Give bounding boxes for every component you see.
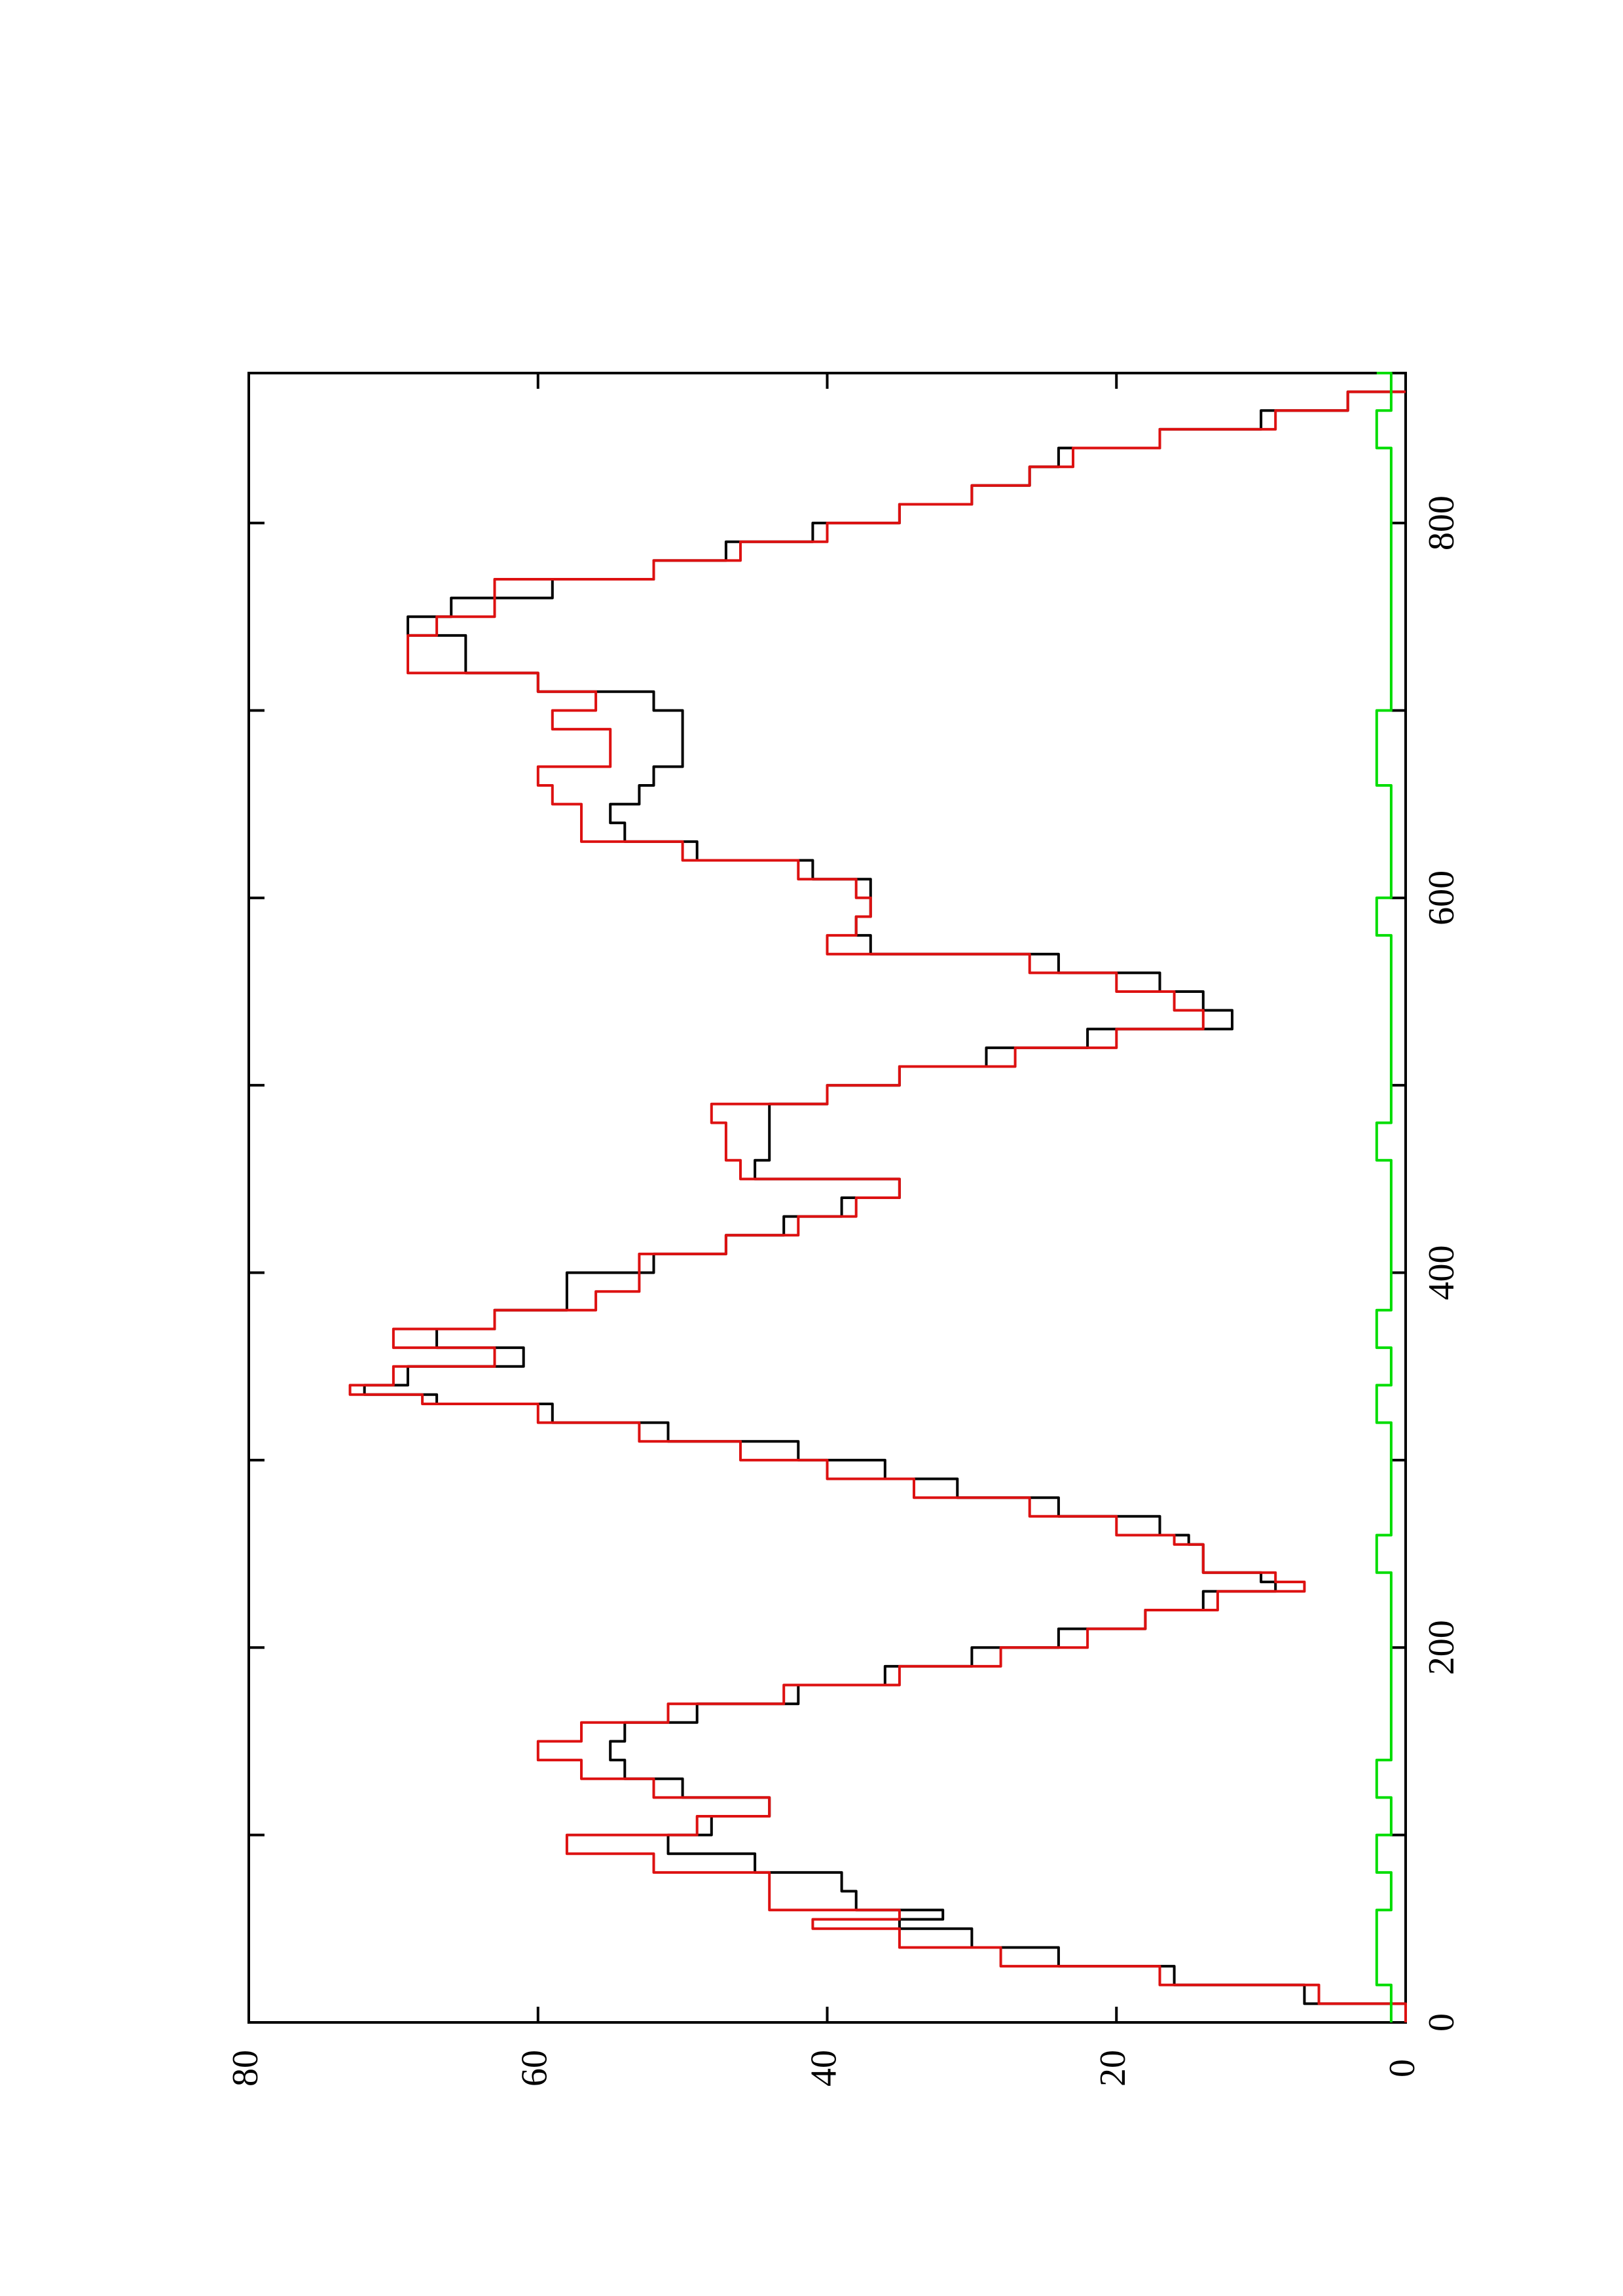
series-line-0 bbox=[363, 390, 1407, 2022]
x-tick-label: 400 bbox=[1421, 1246, 1462, 1300]
y-tick-label: 20 bbox=[1093, 2050, 1133, 2087]
tick-marks bbox=[249, 373, 1406, 2022]
x-tick-label: 800 bbox=[1421, 495, 1462, 550]
y-tick-label: 0 bbox=[1382, 2059, 1423, 2077]
series-line-2 bbox=[1375, 372, 1393, 2022]
tick-labels: 0 200 400 600 800 0 20 40 60 80 bbox=[225, 495, 1462, 2087]
plot-frame bbox=[247, 372, 1407, 2024]
series-group bbox=[348, 372, 1407, 2022]
x-tick-label: 600 bbox=[1421, 870, 1462, 925]
y-tick-label: 80 bbox=[225, 2050, 266, 2087]
x-tick-label: 200 bbox=[1421, 1620, 1462, 1675]
x-tick-label: 0 bbox=[1421, 2013, 1462, 2032]
y-tick-label: 60 bbox=[515, 2050, 555, 2087]
series-line-1 bbox=[348, 390, 1407, 2022]
y-tick-label: 40 bbox=[803, 2050, 844, 2087]
